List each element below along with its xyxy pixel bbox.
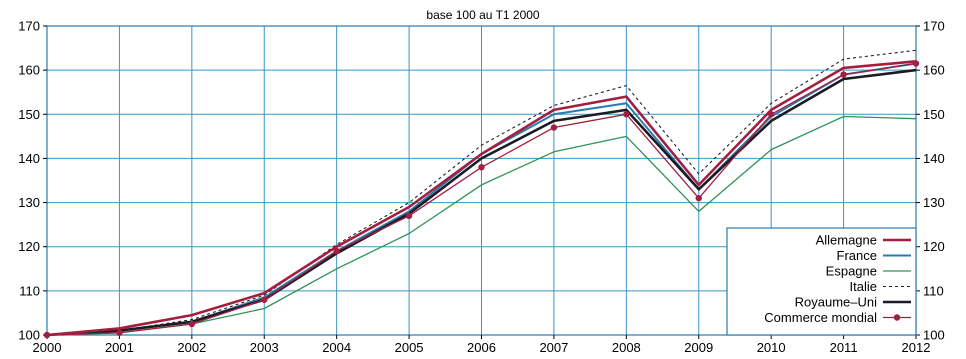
x-tick-label: 2011: [830, 340, 858, 355]
legend-label: Royaume–Uni: [795, 295, 877, 310]
x-tick-label: 2003: [250, 340, 279, 355]
x-tick-label: 2010: [757, 340, 786, 355]
data-point: [405, 212, 413, 220]
data-point: [623, 111, 630, 118]
y-tick-label-right: 140: [923, 151, 945, 166]
legend-label: Espagne: [826, 264, 877, 279]
y-tick-label-left: 150: [18, 107, 40, 122]
x-tick-label: 2012: [902, 340, 931, 355]
y-tick-label-left: 170: [18, 19, 40, 34]
data-point: [912, 60, 920, 67]
y-tick-label-right: 120: [923, 239, 945, 254]
data-point: [840, 71, 847, 78]
series-allemagne: [46, 60, 917, 337]
series-commerce-mondial: [43, 60, 920, 339]
x-tick-label: 2007: [539, 340, 568, 355]
chart-subtitle: base 100 au T1 2000: [426, 8, 540, 22]
legend: AllemagneFranceEspagneItalieRoyaume–UniC…: [726, 227, 917, 336]
data-point: [333, 247, 340, 255]
y-tick-label-left: 100: [18, 328, 40, 343]
y-axis-right: 100 110 120 130 140 150 160 170: [916, 19, 945, 343]
legend-marker: [893, 314, 901, 321]
series-layer: [43, 49, 920, 339]
y-tick-label-right: 110: [923, 283, 944, 298]
data-point: [478, 164, 485, 171]
y-tick-label-left: 160: [18, 63, 40, 78]
x-tick-label: 2004: [322, 340, 351, 355]
x-tick-label: 2002: [177, 340, 206, 355]
y-tick-label-right: 150: [923, 107, 945, 122]
x-tick-label: 2005: [395, 340, 424, 355]
data-point: [550, 124, 558, 131]
y-tick-label-right: 160: [923, 63, 945, 78]
x-axis: 2000 2001 2002 2003 2004 2005 2006 2007 2008 2009…: [33, 335, 931, 355]
y-tick-label-right: 170: [923, 19, 945, 34]
series-italie: [46, 49, 917, 336]
series-line-allemagne: [46, 60, 917, 337]
legend-label: Commerce mondial: [764, 310, 877, 325]
data-point: [695, 194, 702, 202]
legend-label: Allemagne: [816, 233, 877, 248]
y-tick-label-left: 130: [18, 195, 40, 210]
x-tick-label: 2006: [467, 340, 496, 355]
data-point: [767, 111, 775, 118]
x-tick-label: 2009: [684, 340, 713, 355]
y-tick-label-left: 140: [18, 151, 40, 166]
y-tick-label-right: 130: [923, 195, 945, 210]
data-point: [188, 320, 196, 328]
y-tick-label-left: 110: [19, 283, 40, 298]
legend-label: France: [837, 248, 877, 263]
data-point: [261, 296, 268, 303]
legend-label: Italie: [850, 279, 877, 294]
series-line-italie: [46, 49, 917, 336]
data-point: [116, 329, 123, 336]
y-tick-label-right: 100: [923, 328, 945, 343]
x-tick-label: 2001: [105, 340, 134, 355]
grid: [47, 26, 916, 335]
data-point: [43, 331, 51, 339]
y-tick-label-left: 120: [18, 239, 40, 254]
x-tick-label: 2008: [612, 340, 641, 355]
y-axis-left: 100 110 120 130 140 150 160 170: [18, 19, 47, 343]
x-tick-label: 2000: [33, 340, 62, 355]
